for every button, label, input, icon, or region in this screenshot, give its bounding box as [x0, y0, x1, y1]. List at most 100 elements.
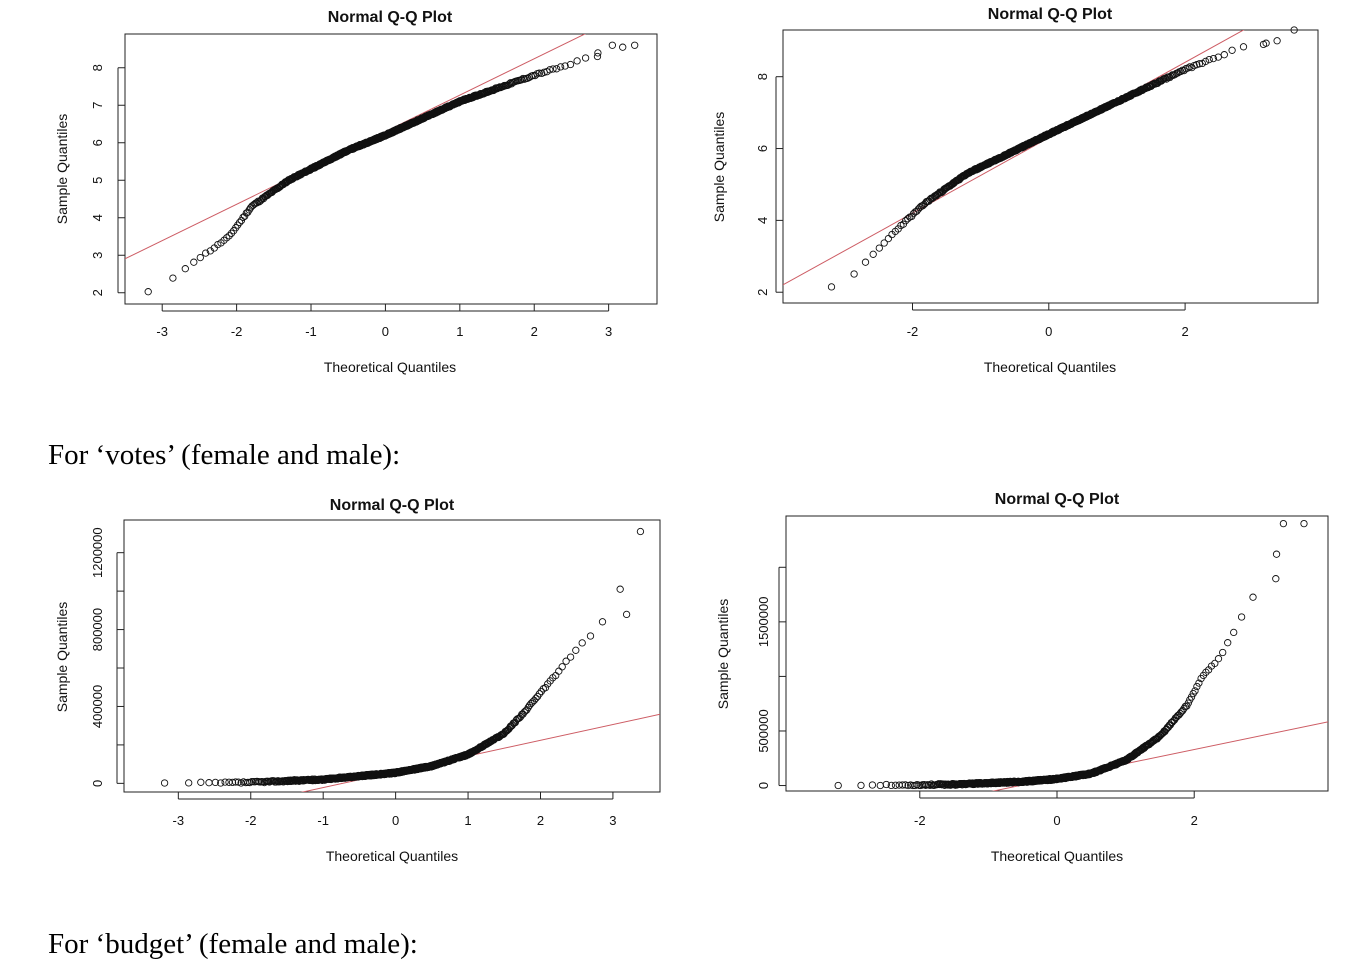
qq-point	[566, 653, 575, 661]
qq-point	[1224, 639, 1232, 647]
qq-point	[1300, 519, 1308, 528]
y-tick-label: 3	[90, 252, 105, 259]
qq-point	[556, 63, 565, 71]
qq-point	[578, 639, 586, 647]
y-tick-label: 8	[90, 64, 105, 71]
qq-point	[850, 270, 858, 278]
qq-point	[1184, 64, 1192, 72]
x-tick-label: 3	[609, 813, 616, 828]
qq-point	[246, 778, 254, 787]
x-tick-label: 0	[392, 813, 399, 828]
qq-point	[1191, 687, 1199, 695]
qq-point	[223, 234, 231, 242]
qq-point	[1209, 54, 1218, 63]
qq-point	[228, 778, 237, 787]
qq-point	[1272, 575, 1280, 583]
qq-point	[891, 781, 900, 789]
qq-point	[1220, 51, 1228, 59]
y-tick-label: 6	[90, 139, 105, 146]
qq-point	[535, 69, 543, 77]
y-tick-label: 4	[90, 214, 105, 221]
y-tick-label: 800000	[90, 608, 105, 651]
qq-point	[1184, 699, 1192, 707]
y-tick-label: 0	[756, 782, 771, 789]
x-tick-label: 2	[1181, 324, 1188, 339]
plot-frame	[782, 29, 1319, 304]
qq-point	[586, 632, 595, 640]
y-tick-label: 1200000	[90, 527, 105, 578]
qq-plot-1: Normal Q-Q Plot Theoretical Quantiles Sa…	[54, 9, 658, 375]
qq-points	[144, 41, 639, 296]
qq-point	[144, 288, 152, 296]
qq-point	[581, 54, 590, 62]
x-axis-label: Theoretical Quantiles	[326, 848, 458, 864]
qq-point	[505, 724, 514, 732]
qq-point	[875, 244, 883, 252]
qq-plot-2: Normal Q-Q Plot Theoretical Quantiles Sa…	[711, 6, 1319, 375]
x-axis-label: Theoretical Quantiles	[984, 359, 1116, 375]
x-tick-label: -3	[173, 813, 185, 828]
qq-point	[181, 265, 189, 273]
qq-point	[1228, 46, 1236, 54]
qq-point	[1195, 60, 1204, 68]
qq-point	[904, 781, 912, 790]
qq-point	[185, 779, 193, 787]
y-tick-label: 400000	[90, 685, 105, 728]
qq-point	[561, 62, 569, 70]
qq-point	[1290, 26, 1298, 34]
qq-point	[880, 239, 888, 247]
y-tick-label: 6	[755, 145, 770, 152]
qq-point	[622, 610, 631, 619]
qq-point	[504, 81, 512, 89]
qq-points	[834, 519, 1308, 790]
qq-point	[532, 694, 540, 702]
x-tick-label: -1	[317, 813, 329, 828]
qq-point	[616, 585, 624, 593]
x-axis-label: Theoretical Quantiles	[991, 848, 1123, 864]
x-tick-label: 3	[605, 324, 612, 339]
x-tick-label: -2	[245, 813, 257, 828]
qq-point	[882, 780, 890, 789]
x-tick-label: -2	[231, 324, 243, 339]
qq-points	[827, 26, 1298, 291]
x-tick-label: 0	[1045, 324, 1052, 339]
y-tick-label: 2	[90, 289, 105, 296]
qq-point	[1237, 613, 1246, 621]
qq-point	[1214, 655, 1223, 663]
qq-point	[901, 781, 910, 789]
qq-point	[566, 60, 575, 69]
qq-point	[898, 781, 907, 789]
x-tick-label: -2	[914, 813, 926, 828]
chart-title: Normal Q-Q Plot	[988, 6, 1113, 23]
votes-caption: For ‘votes’ (female and male):	[48, 439, 401, 471]
qq-point	[231, 778, 240, 786]
y-tick-label: 2	[755, 289, 770, 296]
qq-point	[529, 71, 537, 80]
qq-point	[562, 657, 570, 665]
qq-point	[541, 684, 550, 692]
qq-point	[1211, 659, 1219, 668]
qq-point	[619, 43, 627, 51]
x-tick-label: -1	[305, 324, 317, 339]
qq-point	[205, 779, 213, 787]
qq-point	[520, 708, 528, 716]
qq-point	[868, 781, 877, 789]
qq-plot-3: Normal Q-Q Plot Theoretical Quantiles Sa…	[54, 497, 661, 864]
y-tick-label: 4	[755, 217, 770, 224]
y-tick-label: 5	[90, 177, 105, 184]
qq-point	[857, 781, 865, 790]
chart-title: Normal Q-Q Plot	[995, 491, 1120, 508]
qq-point	[902, 217, 910, 225]
x-tick-label: -3	[156, 324, 168, 339]
qq-point	[827, 283, 836, 291]
plot-frame	[785, 515, 1329, 792]
qq-point	[608, 41, 617, 49]
y-tick-label: 500000	[756, 709, 771, 752]
qq-point	[202, 249, 210, 257]
qq-point	[876, 781, 884, 790]
x-tick-label: 0	[382, 324, 389, 339]
qq-point	[594, 49, 602, 57]
budget-caption: For ‘budget’ (female and male):	[48, 928, 418, 960]
plot-frame	[123, 519, 661, 793]
x-tick-label: 1	[456, 324, 463, 339]
